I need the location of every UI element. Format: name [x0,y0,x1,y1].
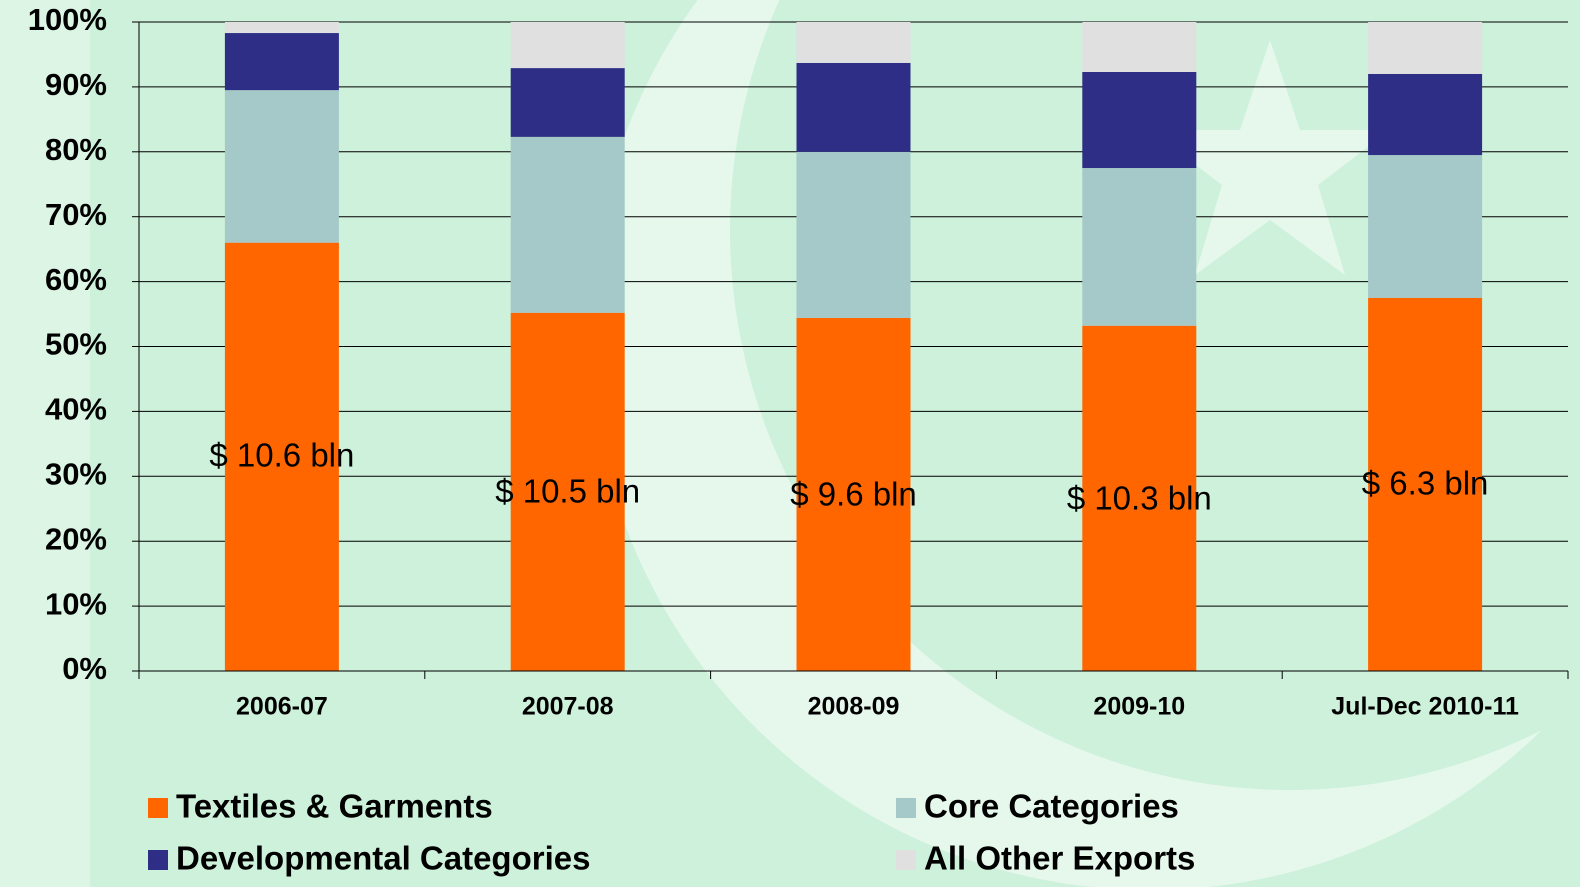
y-tick-label: 100% [28,2,107,37]
x-tick-label: 2009-10 [1093,693,1185,721]
y-tick-label: 50% [45,327,107,362]
legend-label: Textiles & Garments [176,788,493,825]
bar-segment [796,22,911,63]
legend-label: All Other Exports [924,840,1195,877]
bar-segment [510,22,625,69]
legend-label: Developmental Categories [176,840,590,877]
legend-swatch [896,798,916,818]
bar-segment [1082,325,1197,671]
bar-segment [1368,297,1483,671]
bar-segment [224,33,339,91]
legend-swatch [148,798,168,818]
bar-segment [796,151,911,318]
x-tick-label: Jul-Dec 2010-11 [1331,693,1519,721]
y-tick-label: 40% [45,392,107,427]
x-tick-label: 2007-08 [522,693,614,721]
y-tick-label: 10% [45,586,107,621]
legend-swatch [148,850,168,870]
legend-swatch [896,850,916,870]
bar-segment [224,22,339,34]
legend-label: Core Categories [924,788,1179,825]
bar-segment [796,317,911,671]
bar-segment [796,62,911,152]
y-tick-label: 90% [45,67,107,102]
annotation: $ 10.3 bln [1067,480,1212,517]
bar-segment [510,68,625,137]
bar-segment [224,242,339,671]
bar-segment [510,136,625,313]
y-tick-label: 30% [45,456,107,491]
annotation: $ 10.5 bln [495,473,640,510]
annotation: $ 9.6 bln [790,476,917,513]
bar-segment [1368,155,1483,298]
bar-segment [510,312,625,671]
y-tick-label: 80% [45,132,107,167]
bar-segment [1082,22,1197,72]
bar-segment [1368,73,1483,156]
y-tick-label: 20% [45,521,107,556]
y-tick-label: 60% [45,262,107,297]
bar-segment [1368,22,1483,74]
x-tick-label: 2008-09 [808,693,900,721]
bar-segment [1082,168,1197,326]
flag-stripe [0,0,90,887]
star [1150,40,1390,275]
y-tick-label: 0% [62,651,107,686]
bar-segment [1082,71,1197,169]
annotation: $ 6.3 bln [1362,465,1489,502]
bar-segment [224,90,339,243]
annotation: $ 10.6 bln [209,437,354,474]
y-tick-label: 70% [45,197,107,232]
x-tick-label: 2006-07 [236,693,328,721]
